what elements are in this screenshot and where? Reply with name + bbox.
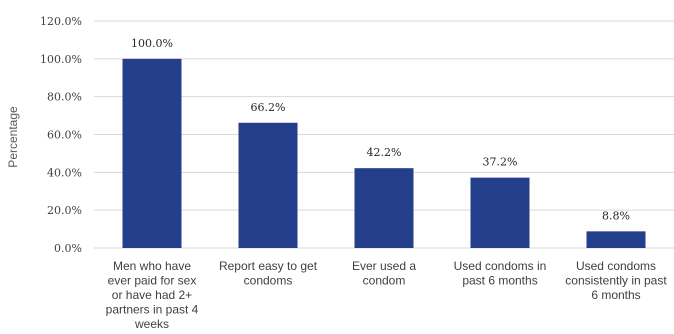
data-labels: 100.0% 66.2% 42.2% 37.2% 8.8% — [131, 37, 630, 223]
x-category-label: Used condoms in past 6 months — [454, 259, 547, 288]
data-label: 100.0% — [131, 37, 173, 50]
y-tick-label: 20.0% — [47, 204, 82, 217]
x-category-label: Used condoms consistently in past 6 months — [565, 259, 667, 302]
bar — [238, 122, 298, 248]
y-tick-label: 100.0% — [40, 53, 82, 66]
bar — [122, 58, 182, 249]
data-label: 8.8% — [602, 209, 630, 222]
x-axis-categories: Men who have ever paid for sex or have had… — [106, 259, 668, 331]
bar — [354, 168, 414, 248]
y-tick-label: 120.0% — [40, 15, 82, 28]
data-label: 37.2% — [483, 156, 518, 169]
bar — [586, 231, 646, 248]
y-tick-label: 0.0% — [54, 242, 82, 255]
bars — [122, 58, 646, 249]
y-tick-label: 80.0% — [47, 91, 82, 104]
x-category-label: Ever used a condom — [352, 259, 416, 288]
data-label: 42.2% — [367, 146, 402, 159]
y-tick-label: 40.0% — [47, 166, 82, 179]
bar — [470, 177, 530, 248]
y-axis-ticks: 0.0% 20.0% 40.0% 60.0% 80.0% 100.0% 120.0% — [40, 15, 82, 255]
x-category-label: Men who have ever paid for sex or have had… — [106, 259, 199, 331]
data-label: 66.2% — [251, 101, 286, 114]
y-axis-title: Percentage — [6, 106, 20, 168]
y-tick-label: 60.0% — [47, 129, 82, 142]
x-category-label: Report easy to get condoms — [219, 259, 318, 288]
